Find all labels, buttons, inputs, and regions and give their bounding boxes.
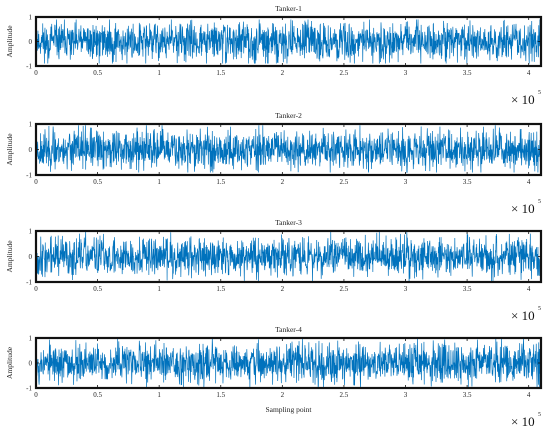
y-tick-label: 0 bbox=[29, 360, 33, 368]
x-tick-label: 2 bbox=[281, 178, 285, 186]
x-tick-label: 3 bbox=[404, 391, 408, 399]
x-tick-label: 3.5 bbox=[463, 285, 472, 293]
x-tick-label: 1.5 bbox=[216, 285, 225, 293]
signal-series bbox=[35, 337, 542, 389]
x-axis-exponent: 5 bbox=[538, 90, 541, 96]
y-axis-label: Amplitude bbox=[5, 25, 14, 58]
x-tick-label: 0 bbox=[34, 391, 38, 399]
y-tick-label: 1 bbox=[29, 335, 33, 343]
y-tick-label: 0 bbox=[29, 38, 33, 46]
y-tick-label: 1 bbox=[29, 228, 33, 236]
chart-title: Tanker-4 bbox=[275, 325, 302, 334]
x-axis-multiplier: × 10 bbox=[511, 201, 535, 216]
x-tick-label: 1 bbox=[157, 178, 161, 186]
y-tick-label: -1 bbox=[26, 279, 32, 287]
x-tick-label: 1 bbox=[157, 285, 161, 293]
x-tick-label: 1.5 bbox=[216, 69, 225, 77]
x-tick-label: 2 bbox=[281, 285, 285, 293]
x-tick-label: 0.5 bbox=[93, 69, 102, 77]
y-axis-label: Amplitude bbox=[5, 346, 14, 379]
x-tick-label: 2 bbox=[281, 391, 285, 399]
subplot-1: Tanker-10 0.5 1 1.5 2 2.5 3 3.5 410-1Amplitude× … bbox=[5, 4, 543, 107]
x-tick-label: 0.5 bbox=[93, 285, 102, 293]
x-axis-exponent: 5 bbox=[538, 412, 541, 418]
x-tick-label: 4 bbox=[527, 285, 531, 293]
x-tick-label: 0.5 bbox=[93, 391, 102, 399]
y-tick-label: -1 bbox=[26, 63, 32, 71]
chart-title: Tanker-1 bbox=[275, 4, 302, 13]
x-tick-label: 3.5 bbox=[463, 178, 472, 186]
subplot-4: Tanker-40 0.5 1 1.5 2 2.5 3 3.5 410-1Amplitude× … bbox=[5, 325, 543, 429]
x-axis-multiplier: × 10 bbox=[511, 92, 535, 107]
x-tick-label: 3 bbox=[404, 69, 408, 77]
x-tick-label: 4 bbox=[527, 69, 531, 77]
x-tick-label: 2.5 bbox=[340, 285, 349, 293]
chart-title: Tanker-2 bbox=[275, 111, 302, 120]
x-tick-label: 1.5 bbox=[216, 178, 225, 186]
x-tick-label: 0 bbox=[34, 178, 38, 186]
signal-series bbox=[35, 230, 542, 283]
x-tick-label: 4 bbox=[527, 178, 531, 186]
x-tick-label: 0 bbox=[34, 69, 38, 77]
x-tick-label: 1 bbox=[157, 391, 161, 399]
x-tick-label: 4 bbox=[527, 391, 531, 399]
chart-title: Tanker-3 bbox=[275, 218, 302, 227]
x-tick-label: 3.5 bbox=[463, 69, 472, 77]
x-tick-label: 1.5 bbox=[216, 391, 225, 399]
x-tick-label: 0 bbox=[34, 285, 38, 293]
x-tick-label: 2.5 bbox=[340, 69, 349, 77]
x-tick-label: 2.5 bbox=[340, 178, 349, 186]
x-tick-label: 2.5 bbox=[340, 391, 349, 399]
x-axis-multiplier: × 10 bbox=[511, 414, 535, 429]
x-tick-label: 3.5 bbox=[463, 391, 472, 399]
x-tick-label: 2 bbox=[281, 69, 285, 77]
y-axis-label: Amplitude bbox=[5, 133, 14, 166]
y-tick-label: -1 bbox=[26, 385, 32, 393]
signal-series bbox=[35, 19, 542, 64]
y-tick-label: 0 bbox=[29, 253, 33, 261]
x-tick-label: 0.5 bbox=[93, 178, 102, 186]
y-tick-label: 1 bbox=[29, 121, 33, 129]
x-tick-label: 3 bbox=[404, 178, 408, 186]
y-axis-label: Amplitude bbox=[5, 240, 14, 273]
y-tick-label: -1 bbox=[26, 172, 32, 180]
x-tick-label: 1 bbox=[157, 69, 161, 77]
x-axis-exponent: 5 bbox=[538, 199, 541, 205]
y-tick-label: 1 bbox=[29, 14, 33, 22]
x-axis-exponent: 5 bbox=[538, 306, 541, 312]
x-axis-label: Sampling point bbox=[265, 405, 312, 414]
subplot-3: Tanker-30 0.5 1 1.5 2 2.5 3 3.5 410-1Amplitude× … bbox=[5, 218, 543, 323]
y-tick-label: 0 bbox=[29, 146, 33, 154]
signal-series bbox=[35, 125, 542, 173]
subplot-2: Tanker-20 0.5 1 1.5 2 2.5 3 3.5 410-1Amplitude× … bbox=[5, 111, 543, 216]
x-tick-label: 3 bbox=[404, 285, 408, 293]
x-axis-multiplier: × 10 bbox=[511, 308, 535, 323]
